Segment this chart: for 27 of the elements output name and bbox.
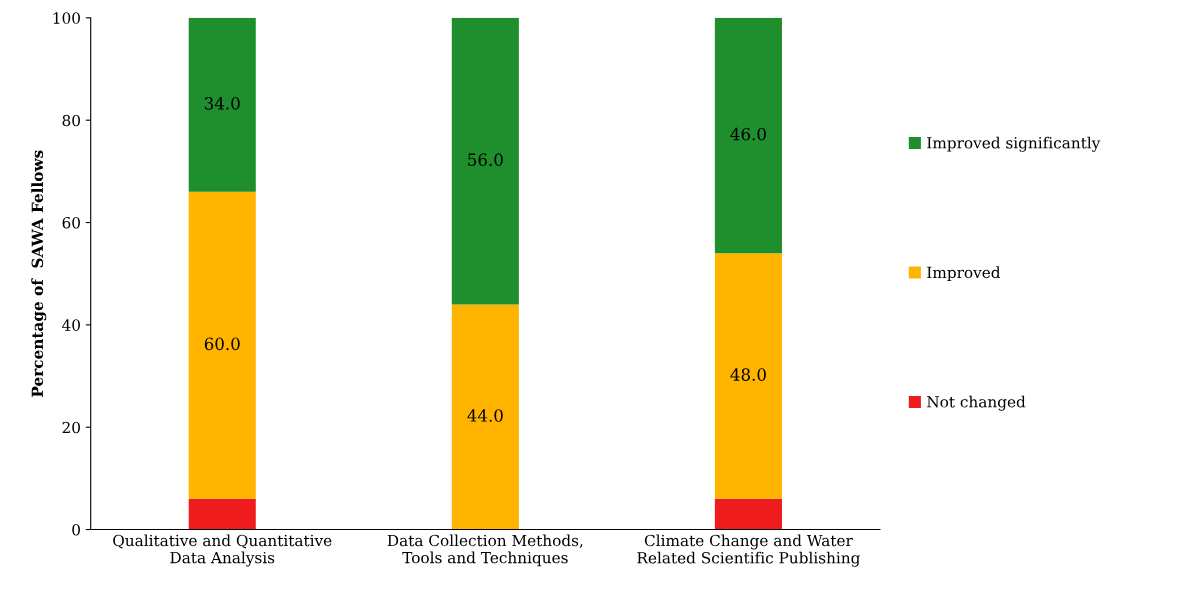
bar (714, 498, 782, 530)
bar (188, 17, 256, 192)
y-tick-label: 20 (62, 421, 80, 434)
y-axis-title: Percentage of SAWA Fellows (31, 150, 47, 397)
y-tick-label: 80 (62, 114, 80, 127)
y-tick-label: 100 (53, 12, 80, 24)
bar (451, 304, 519, 530)
data-label: 34.0 (204, 97, 240, 110)
bar (451, 17, 519, 305)
data-label: 56.0 (468, 153, 503, 166)
bar (714, 17, 782, 254)
x-tick-label: Qualitative and Quantitative Data Analysis (113, 534, 332, 567)
legend-label: Not changed (927, 395, 1026, 411)
data-label: 44.0 (467, 409, 503, 422)
x-tick-label: Climate Change and Water Related Scientific Publishing (637, 534, 860, 567)
y-tick-label: 40 (62, 319, 80, 331)
x-tick-label: Data Collection Methods, Tools and Techniques (387, 534, 583, 567)
bar (714, 253, 782, 499)
legend-label: Improved significantly (927, 136, 1101, 152)
y-tick-label: 60 (62, 217, 80, 229)
data-label: 60.0 (204, 337, 240, 351)
bar (188, 498, 256, 530)
y-tick-label: 0 (72, 524, 80, 536)
data-label: 46.0 (730, 127, 766, 141)
legend-label: Improved (927, 266, 1001, 282)
data-label: 48.0 (730, 368, 766, 381)
bar (188, 191, 256, 499)
